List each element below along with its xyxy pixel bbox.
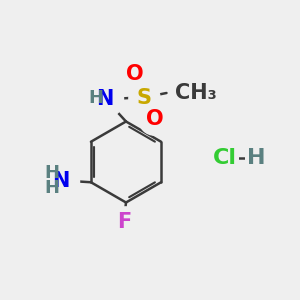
- Text: H: H: [247, 148, 266, 167]
- Text: N: N: [52, 171, 70, 191]
- Text: O: O: [146, 109, 163, 128]
- Text: CH₃: CH₃: [175, 83, 216, 103]
- Text: H: H: [88, 88, 104, 106]
- Text: O: O: [126, 64, 144, 83]
- Text: S: S: [136, 88, 152, 107]
- Text: F: F: [117, 212, 132, 232]
- Text: H: H: [44, 179, 59, 197]
- Text: H: H: [44, 164, 59, 182]
- Text: Cl: Cl: [213, 148, 237, 167]
- Text: N: N: [96, 89, 114, 109]
